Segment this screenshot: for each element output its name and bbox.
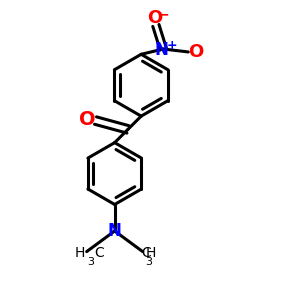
Text: C: C <box>141 246 151 260</box>
Text: H: H <box>146 246 156 260</box>
Text: O: O <box>147 9 162 27</box>
Text: H: H <box>75 246 85 260</box>
Text: O: O <box>189 43 204 61</box>
Text: C: C <box>94 246 104 260</box>
Text: 3: 3 <box>87 257 94 267</box>
Text: 3: 3 <box>146 257 153 267</box>
Text: +: + <box>166 39 177 52</box>
Text: −: − <box>158 7 169 21</box>
Text: O: O <box>79 110 96 129</box>
Text: N: N <box>108 222 122 240</box>
Text: N: N <box>155 40 169 58</box>
